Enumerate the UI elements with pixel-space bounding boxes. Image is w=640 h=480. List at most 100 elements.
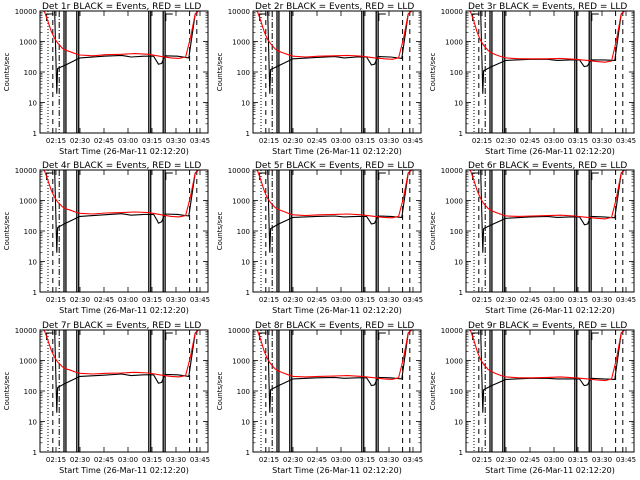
x-tick-label: 03:30 (166, 296, 186, 304)
x-axis-label: Start Time (26-Mar-11 02:12:20) (272, 466, 402, 475)
y-tick-label: 1000 (232, 198, 250, 206)
y-tick-label: 10000 (441, 167, 463, 175)
x-tick-label: 03:45 (403, 137, 423, 145)
x-tick-label: 03:15 (568, 296, 588, 304)
y-tick-label: 10 (28, 419, 37, 427)
y-tick-label: 10 (454, 419, 463, 427)
y-tick-label: 100 (24, 228, 37, 236)
chart-panel-4: Det 4r BLACK = Events, RED = LLD Counts/s… (3, 161, 210, 315)
x-tick-label: 02:45 (94, 137, 114, 145)
x-axis-label: Start Time (26-Mar-11 02:12:20) (485, 466, 615, 475)
y-tick-label: 10000 (228, 327, 250, 335)
x-tick-label: 02:30 (70, 456, 90, 464)
y-tick-label: 10 (241, 100, 250, 108)
y-axis-label: Counts/sec (429, 372, 437, 411)
y-tick-label: 1 (459, 130, 463, 138)
y-tick-label: 1 (246, 449, 250, 457)
x-tick-label: 02:30 (283, 137, 303, 145)
y-tick-label: 10 (454, 259, 463, 267)
x-tick-label: 03:30 (379, 456, 399, 464)
x-tick-label: 02:15 (46, 137, 66, 145)
series-lld-line (255, 11, 413, 60)
y-tick-label: 10 (28, 259, 37, 267)
y-tick-label: 1 (33, 289, 37, 297)
x-axis-label: Start Time (26-Mar-11 02:12:20) (272, 147, 402, 156)
y-tick-label: 100 (450, 388, 463, 396)
y-axis-label: Counts/sec (3, 372, 11, 411)
y-tick-label: 1000 (445, 198, 463, 206)
marker-bracket (378, 332, 386, 340)
y-tick-label: 1 (246, 289, 250, 297)
y-axis-label: Counts/sec (216, 53, 224, 92)
y-tick-label: 1000 (232, 358, 250, 366)
plot-frame (252, 169, 422, 293)
plot-area (42, 330, 200, 452)
chart-panel-6: Det 6r BLACK = Events, RED = LLD Counts/s… (429, 161, 636, 315)
x-tick-label: 02:15 (472, 137, 492, 145)
chart-panel-5: Det 5r BLACK = Events, RED = LLD Counts/s… (216, 161, 423, 315)
x-axis-label: Start Time (26-Mar-11 02:12:20) (59, 306, 189, 315)
y-tick-label: 1 (246, 130, 250, 138)
y-tick-label: 1000 (445, 39, 463, 47)
y-tick-label: 1000 (19, 39, 37, 47)
y-tick-label: 1000 (19, 198, 37, 206)
y-tick-label: 10 (28, 100, 37, 108)
x-tick-label: 02:45 (520, 296, 540, 304)
y-tick-label: 100 (237, 69, 250, 77)
plot-frame (252, 329, 422, 453)
x-tick-label: 02:45 (520, 137, 540, 145)
x-tick-label: 03:00 (331, 296, 351, 304)
y-tick-label: 10000 (228, 8, 250, 16)
y-axis-label: Counts/sec (216, 212, 224, 251)
chart-title: Det 7r BLACK = Events, RED = LLD (42, 321, 201, 331)
x-tick-label: 03:45 (190, 456, 210, 464)
series-lld-line (468, 11, 626, 63)
x-tick-label: 03:45 (190, 296, 210, 304)
chart-title: Det 5r BLACK = Events, RED = LLD (255, 161, 414, 171)
y-tick-label: 100 (24, 69, 37, 77)
x-tick-label: 03:00 (544, 296, 564, 304)
x-tick-label: 03:45 (403, 456, 423, 464)
x-tick-label: 02:15 (259, 296, 279, 304)
y-tick-label: 10000 (228, 167, 250, 175)
x-tick-label: 02:45 (520, 456, 540, 464)
x-tick-label: 02:30 (496, 456, 516, 464)
x-tick-label: 02:45 (307, 137, 327, 145)
x-tick-label: 02:45 (94, 456, 114, 464)
marker-bracket (591, 13, 599, 21)
series-lld-line (42, 170, 200, 218)
x-axis-label: Start Time (26-Mar-11 02:12:20) (485, 147, 615, 156)
plot-area (468, 330, 626, 452)
x-axis-label: Start Time (26-Mar-11 02:12:20) (59, 147, 189, 156)
x-tick-label: 02:45 (94, 296, 114, 304)
plot-frame (39, 10, 209, 134)
y-tick-label: 100 (450, 228, 463, 236)
series-lld-line (468, 330, 626, 382)
y-axis-label: Counts/sec (3, 212, 11, 251)
chart-panel-7: Det 7r BLACK = Events, RED = LLD Counts/s… (3, 321, 210, 475)
chart-title: Det 8r BLACK = Events, RED = LLD (255, 321, 414, 331)
x-tick-label: 03:45 (616, 456, 636, 464)
chart-title: Det 6r BLACK = Events, RED = LLD (468, 161, 627, 171)
y-tick-label: 10 (241, 419, 250, 427)
series-lld-line (42, 330, 200, 378)
x-tick-label: 03:45 (616, 137, 636, 145)
x-tick-label: 02:15 (259, 137, 279, 145)
x-tick-label: 03:30 (166, 137, 186, 145)
chart-panel-3: Det 3r BLACK = Events, RED = LLD Counts/s… (429, 2, 636, 156)
x-tick-label: 02:30 (70, 137, 90, 145)
y-tick-label: 1 (459, 289, 463, 297)
x-tick-label: 03:30 (592, 137, 612, 145)
plot-frame (465, 169, 635, 293)
series-lld-line (255, 330, 413, 380)
plot-area (255, 330, 413, 452)
plot-frame (465, 10, 635, 134)
x-tick-label: 03:30 (592, 456, 612, 464)
x-tick-label: 02:15 (46, 456, 66, 464)
y-tick-label: 100 (237, 228, 250, 236)
y-tick-label: 1000 (445, 358, 463, 366)
plot-area (42, 11, 200, 133)
chart-title: Det 9r BLACK = Events, RED = LLD (468, 321, 627, 331)
plot-frame (465, 329, 635, 453)
